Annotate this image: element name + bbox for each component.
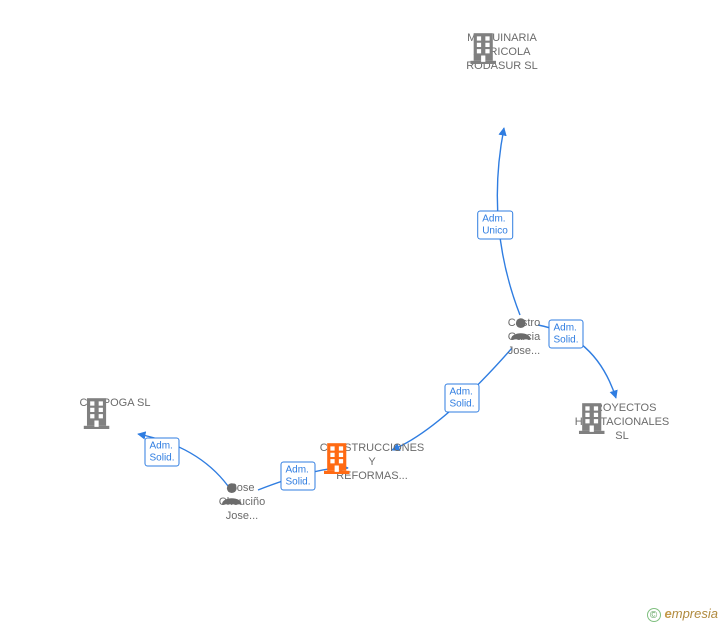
node-castro[interactable]: Castro Garcia Jose... — [508, 315, 540, 358]
node-construc[interactable]: CONSTRUCCIONES Y REFORMAS... — [320, 440, 425, 483]
edge-label-pose-construc: Adm. Solid. — [280, 462, 315, 491]
building-icon — [320, 440, 354, 474]
building-icon — [466, 30, 500, 64]
node-carpoga[interactable]: CARPOGA SL — [80, 395, 151, 411]
edge-label-pose-carpoga: Adm. Solid. — [144, 438, 179, 467]
person-icon — [219, 480, 245, 506]
node-maquinaria[interactable]: MAQUINARIA AGRICOLA RODASUR SL — [466, 30, 538, 73]
node-pose[interactable]: Pose Chouciño Jose... — [219, 480, 265, 523]
diagram-canvas: Adm. Unico Adm. Solid. Adm. Solid. Adm. Sol… — [0, 0, 728, 630]
watermark: © empresia — [647, 606, 718, 622]
copyright-icon: © — [647, 608, 661, 622]
person-icon — [508, 315, 534, 341]
building-icon — [575, 400, 609, 434]
building-icon — [80, 395, 114, 429]
edge-label-castro-maquinaria: Adm. Unico — [477, 211, 513, 240]
edges-layer — [0, 0, 728, 630]
watermark-brand: empresia — [665, 606, 718, 621]
edge-label-castro-construc: Adm. Solid. — [444, 384, 479, 413]
node-proyectos[interactable]: PROYECTOS HABITACIONALES SL — [575, 400, 670, 443]
edge-label-castro-proyectos: Adm. Solid. — [548, 320, 583, 349]
